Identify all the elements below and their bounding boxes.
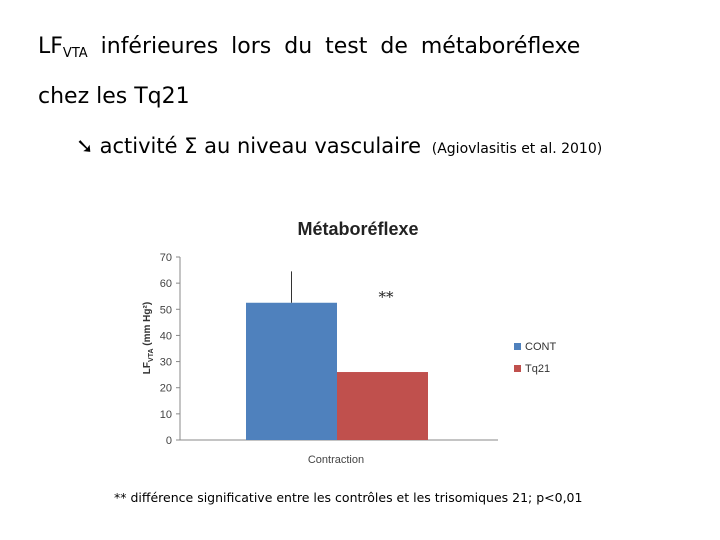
y-tick-label: 70 [160,252,172,264]
y-axis-label-unit: (mm Hg²) [142,302,153,349]
legend: CONT Tq21 [514,341,556,375]
x-category-label: Contraction [308,454,364,466]
footnote: ** différence significative entre les co… [114,490,583,505]
legend-swatch-cont [514,343,521,350]
chart: Métaboréflexe 0 10 20 30 40 50 60 70 ** Contrac… [142,219,556,466]
bullet-point: ➘ activité Σ au niveau vasculaire (Agiovl… [76,134,602,158]
bars [246,271,428,440]
bar-cont [246,302,337,440]
title-rest: inférieures lors du test de métaboréflex… [87,34,581,59]
significance-annotation: ** [379,288,395,306]
y-tick-label: 60 [160,278,172,290]
slide-title-line2: chez les Tq21 [38,84,190,109]
y-tick-label: 30 [160,357,172,369]
chart-title: Métaboréflexe [297,219,418,239]
y-tick-label: 50 [160,304,172,316]
legend-label-cont: CONT [525,341,556,353]
y-axis-label: LFVTA (mm Hg²) [142,302,155,374]
bullet-citation: (Agiovlasitis et al. 2010) [431,141,603,157]
title-vta-subscript: VTA [62,46,88,61]
slide-title-line1: LFVTA inférieures lors du test de métabo… [38,34,580,61]
y-axis-label-sub: VTA [148,348,155,361]
y-axis: 0 10 20 30 40 50 60 70 [160,252,498,447]
legend-label-tq21: Tq21 [525,363,550,375]
title-lf: LF [38,34,63,59]
y-tick-label: 20 [160,383,172,395]
down-right-arrow-icon: ➘ [76,134,94,158]
bullet-text: activité Σ au niveau vasculaire [99,134,422,158]
legend-swatch-tq21 [514,365,521,372]
y-tick-label: 0 [166,435,172,447]
y-tick-label: 10 [160,409,172,421]
y-axis-label-main: LF [142,362,153,374]
y-tick-label: 40 [160,330,172,342]
bar-tq21 [337,372,428,440]
